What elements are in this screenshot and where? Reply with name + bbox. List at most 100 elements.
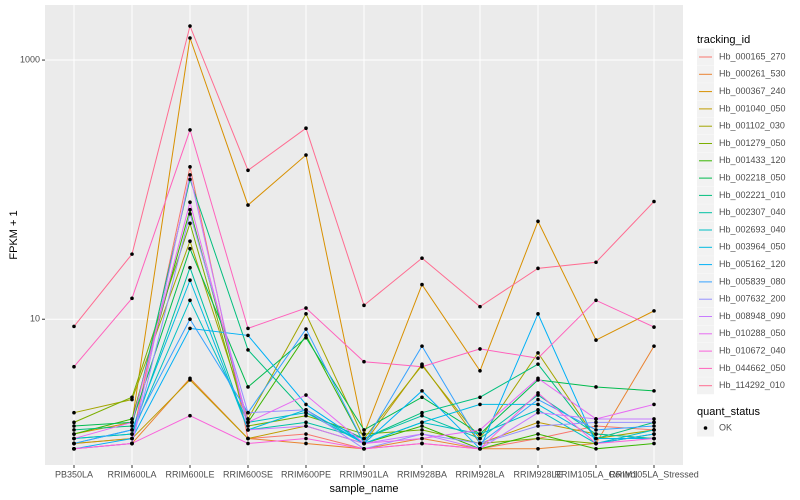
- point: [594, 417, 598, 421]
- point: [304, 420, 308, 425]
- point: [188, 317, 192, 322]
- point: [594, 338, 598, 342]
- legend-label: Hb_010288_050: [719, 328, 786, 338]
- x-axis-title: sample_name: [329, 483, 398, 495]
- point: [188, 212, 192, 216]
- point: [72, 410, 76, 415]
- point: [130, 428, 134, 432]
- point: [188, 200, 192, 204]
- point: [420, 428, 424, 432]
- point: [536, 420, 540, 425]
- legend2-label: OK: [719, 422, 732, 432]
- point: [246, 203, 250, 207]
- point: [246, 417, 250, 421]
- x-tick-label: PB350LA: [55, 469, 93, 479]
- point: [304, 327, 308, 331]
- point: [536, 266, 540, 271]
- point: [130, 441, 134, 446]
- point: [188, 173, 192, 177]
- point: [652, 309, 656, 313]
- y-axis-title: FPKM + 1: [8, 210, 20, 259]
- point: [594, 298, 598, 303]
- point: [188, 326, 192, 331]
- point: [536, 410, 540, 415]
- point: [420, 424, 424, 428]
- point: [420, 344, 424, 348]
- point: [362, 436, 366, 441]
- point: [188, 24, 192, 28]
- point: [188, 36, 192, 40]
- point: [304, 153, 308, 157]
- point: [72, 436, 76, 441]
- point: [420, 364, 424, 369]
- legend-label: Hb_114292_010: [719, 380, 785, 390]
- point: [362, 359, 366, 364]
- point: [246, 168, 250, 173]
- point: [478, 402, 482, 407]
- x-tick-label: RRIM928LE: [513, 469, 562, 479]
- point: [362, 441, 366, 446]
- legend2-title: quant_status: [697, 406, 760, 418]
- point: [594, 441, 598, 446]
- point: [130, 424, 134, 428]
- point: [536, 312, 540, 316]
- point: [420, 441, 424, 446]
- point: [304, 436, 308, 441]
- point: [594, 432, 598, 436]
- legend2-swatch: [703, 426, 708, 430]
- point: [420, 420, 424, 425]
- point: [246, 326, 250, 331]
- legend-label: Hb_000367_240: [719, 86, 786, 96]
- x-tick-label: RRIM600SE: [223, 469, 273, 479]
- point: [188, 165, 192, 169]
- point: [188, 239, 192, 244]
- point: [246, 436, 250, 441]
- point: [594, 260, 598, 265]
- point: [420, 410, 424, 415]
- point: [652, 441, 656, 446]
- point: [652, 432, 656, 436]
- point: [536, 356, 540, 361]
- point: [652, 417, 656, 421]
- point: [652, 344, 656, 348]
- point: [304, 306, 308, 310]
- point: [420, 256, 424, 260]
- point: [188, 278, 192, 283]
- point: [304, 126, 308, 130]
- point: [246, 428, 250, 432]
- point: [304, 393, 308, 397]
- point: [188, 298, 192, 303]
- x-tick-label: RRIM901LA: [339, 469, 388, 479]
- point: [188, 221, 192, 226]
- point: [304, 441, 308, 446]
- point: [420, 432, 424, 436]
- point: [478, 304, 482, 309]
- point: [478, 428, 482, 432]
- legend-label: Hb_001433_120: [719, 155, 786, 165]
- point: [478, 436, 482, 441]
- point: [362, 432, 366, 436]
- point: [420, 413, 424, 418]
- point: [304, 312, 308, 316]
- point: [188, 265, 192, 270]
- point: [536, 391, 540, 395]
- point: [478, 395, 482, 400]
- point: [246, 385, 250, 389]
- point: [72, 428, 76, 432]
- point: [362, 428, 366, 432]
- x-tick-label: RRIM600LA: [107, 469, 156, 479]
- point: [188, 177, 192, 182]
- point: [72, 420, 76, 425]
- point: [188, 246, 192, 251]
- point: [420, 389, 424, 393]
- point: [362, 303, 366, 308]
- point: [304, 410, 308, 415]
- point: [478, 441, 482, 446]
- point: [652, 436, 656, 441]
- point: [188, 413, 192, 418]
- point: [304, 335, 308, 340]
- y-tick-label: 10: [30, 314, 40, 324]
- point: [246, 420, 250, 425]
- point: [72, 424, 76, 428]
